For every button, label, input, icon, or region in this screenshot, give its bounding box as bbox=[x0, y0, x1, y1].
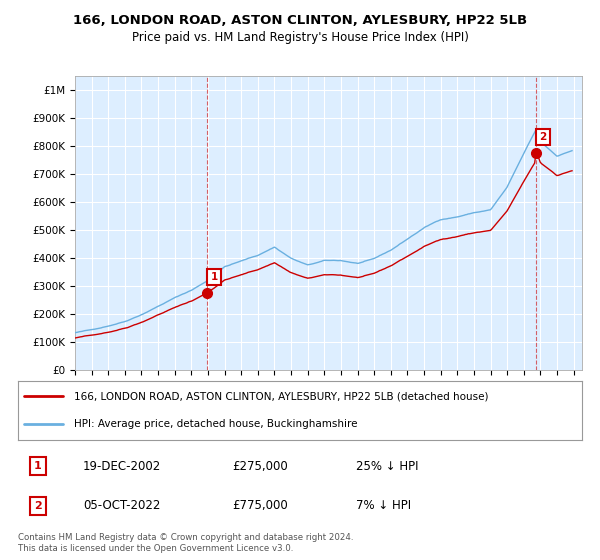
Text: £775,000: £775,000 bbox=[232, 499, 288, 512]
Text: 166, LONDON ROAD, ASTON CLINTON, AYLESBURY, HP22 5LB (detached house): 166, LONDON ROAD, ASTON CLINTON, AYLESBU… bbox=[74, 391, 489, 401]
Text: 1: 1 bbox=[211, 272, 218, 282]
Text: Price paid vs. HM Land Registry's House Price Index (HPI): Price paid vs. HM Land Registry's House … bbox=[131, 31, 469, 44]
Text: 2: 2 bbox=[539, 132, 547, 142]
Text: HPI: Average price, detached house, Buckinghamshire: HPI: Average price, detached house, Buck… bbox=[74, 419, 358, 430]
Text: 05-OCT-2022: 05-OCT-2022 bbox=[83, 499, 160, 512]
Text: Contains HM Land Registry data © Crown copyright and database right 2024.
This d: Contains HM Land Registry data © Crown c… bbox=[18, 533, 353, 553]
Text: 1: 1 bbox=[34, 461, 41, 471]
Text: 19-DEC-2002: 19-DEC-2002 bbox=[83, 460, 161, 473]
Text: 166, LONDON ROAD, ASTON CLINTON, AYLESBURY, HP22 5LB: 166, LONDON ROAD, ASTON CLINTON, AYLESBU… bbox=[73, 14, 527, 27]
Text: 2: 2 bbox=[34, 501, 41, 511]
Text: 7% ↓ HPI: 7% ↓ HPI bbox=[356, 499, 412, 512]
Text: £275,000: £275,000 bbox=[232, 460, 288, 473]
Text: 25% ↓ HPI: 25% ↓ HPI bbox=[356, 460, 419, 473]
